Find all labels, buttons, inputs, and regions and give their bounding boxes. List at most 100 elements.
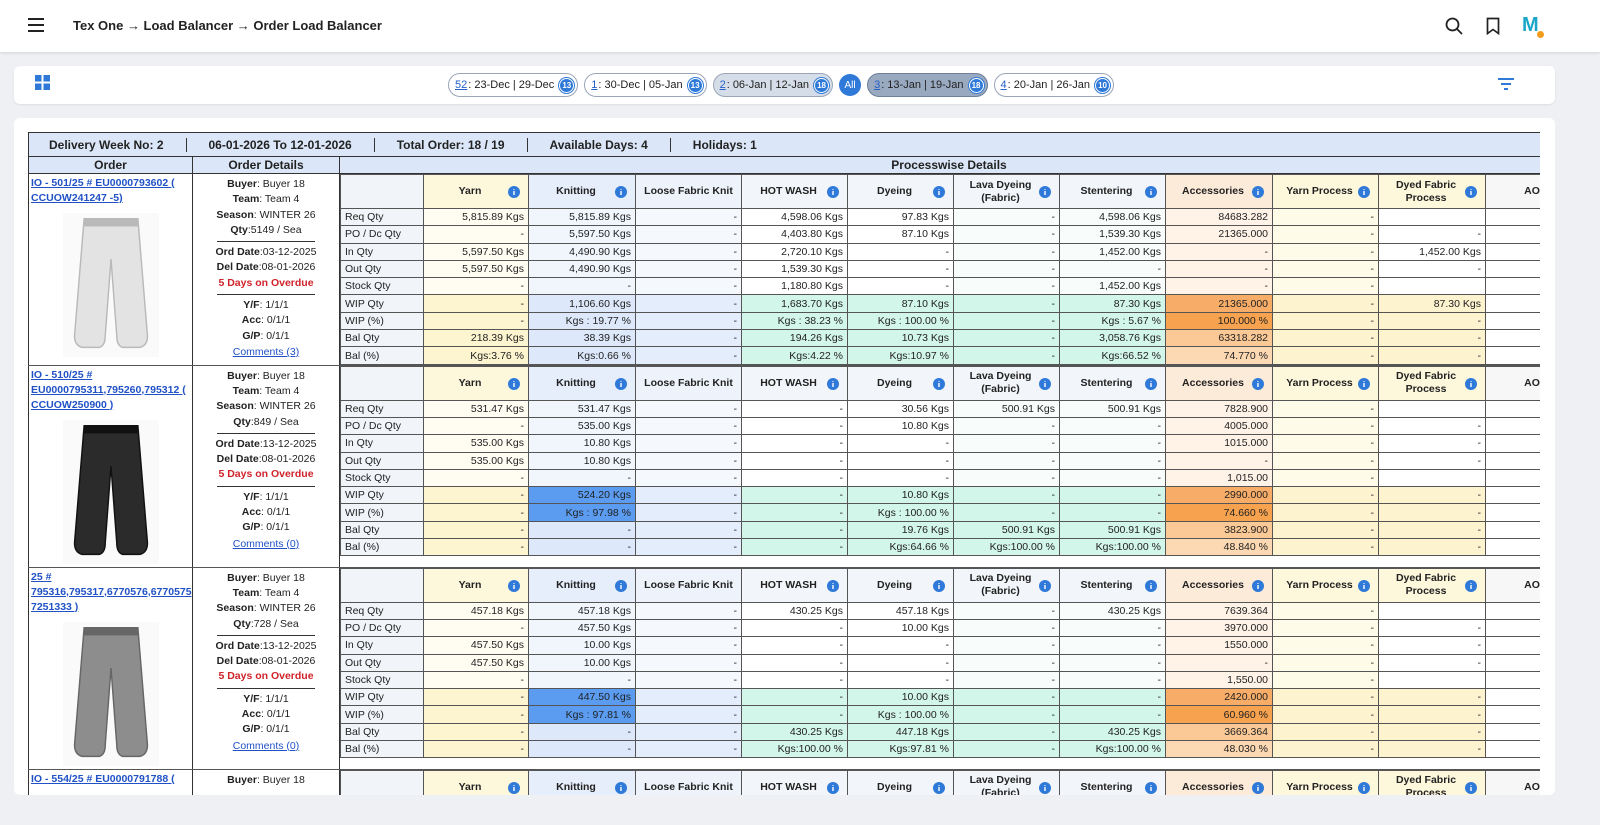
process-value: - [424,487,529,504]
detail-value: : Buyer 18 [257,572,305,584]
detail-label: Del Date [217,655,259,667]
process-row: WIP Qty-1,106.60 Kgs-1,683.70 Kgs87.10 K… [341,295,1541,312]
comments-link[interactable]: Comments (3) [233,346,300,358]
week-chip[interactable]: 2: 06-Jan | 12-Jan18 [713,73,833,97]
week-number: 3 [874,79,880,91]
content-card: Delivery Week No: 206-01-2026 To 12-01-2… [14,118,1555,795]
header-row: YarnKnittingLoose Fabric KnitHOT WASHDye… [341,175,1541,209]
row-label: WIP Qty [341,689,424,706]
info-icon [827,580,839,592]
process-value: - [1273,312,1379,329]
process-value: - [742,654,848,671]
process-value: - [1379,260,1486,277]
overdue-status: 5 Days on Overdue [193,467,339,482]
process-header: AOP [1486,366,1541,400]
process-value [1379,671,1486,688]
order-link[interactable]: IO - 554/25 # EU0000791788 ( [31,772,190,787]
info-icon [1145,186,1157,198]
header-row: YarnKnittingLoose Fabric KnitHOT WASHDye… [341,568,1541,602]
week-chip[interactable]: 1: 30-Dec | 05-Jan13 [584,73,706,97]
order-block: IO - 501/25 # EU0000793602 ( CCUOW241247… [28,174,1540,366]
process-value: - [1060,452,1166,469]
process-value [1379,469,1486,486]
process-value: - [1166,278,1273,295]
process-value: - [424,504,529,521]
all-weeks-button[interactable]: All [839,74,861,96]
process-header: Stentering [1060,568,1166,602]
row-label: Out Qty [341,452,424,469]
process-value: - [636,278,742,295]
process-value: - [848,260,954,277]
process-header: Loose Fabric Knit [636,770,742,795]
process-value: - [424,417,529,434]
order-link[interactable]: IO - 510/25 # EU0000795311,795260,795312… [31,368,190,413]
process-value [1379,278,1486,295]
process-value: 4,490.90 Kgs [529,260,636,277]
summary-item: Holidays: 1 [670,138,779,152]
detail-value: : WINTER 26 [254,209,316,221]
corner-cell [341,568,424,602]
detail-line: Season: WINTER 26 [193,601,339,616]
process-value: 19.76 Kgs [848,521,954,538]
row-label: WIP (%) [341,706,424,723]
process-value: 10.00 Kgs [529,654,636,671]
info-icon [1465,782,1477,794]
menu-button[interactable] [28,18,44,32]
comments-link[interactable]: Comments (0) [233,538,300,550]
corner-cell [341,770,424,795]
grid-view-button[interactable] [35,75,50,90]
row-label: Bal (%) [341,539,424,556]
process-value: - [636,602,742,619]
summary-item: Delivery Week No: 2 [29,138,186,152]
process-cell: YarnKnittingLoose Fabric KnitHOT WASHDye… [339,174,1540,365]
row-label: Stock Qty [341,671,424,688]
process-value: - [529,671,636,688]
process-value [1486,504,1541,521]
process-header: AOP [1486,770,1541,795]
process-value [1486,706,1541,723]
process-value: - [636,539,742,556]
process-value: - [529,723,636,740]
process-row: Out Qty535.00 Kgs10.80 Kgs-------- [341,452,1541,469]
detail-label: G/P [242,521,260,533]
week-chip[interactable]: 4: 20-Jan | 26-Jan10 [994,73,1114,97]
process-row: Bal (%)----Kgs:64.66 %Kgs:100.00 %Kgs:10… [341,539,1541,556]
separator [217,688,315,689]
process-value: 1,683.70 Kgs [742,295,848,312]
process-value: - [424,619,529,636]
process-row: Req Qty457.18 Kgs457.18 Kgs-430.25 Kgs45… [341,602,1541,619]
info-icon [933,782,945,794]
process-value: 1,452.00 Kgs [1379,243,1486,260]
process-value: - [954,226,1060,243]
row-label: WIP (%) [341,504,424,521]
order-link[interactable]: IO - 501/25 # EU0000793602 ( CCUOW241247… [31,176,190,206]
order-block: IO - 510/25 # EU0000795311,795260,795312… [28,366,1540,568]
process-value: 87.30 Kgs [1379,295,1486,312]
process-value [1486,209,1541,226]
detail-line: Del Date:08-01-2026 [193,260,339,275]
order-cell: 25 # 795316,795317,6770576,6770575 72513… [28,568,192,769]
process-header: Yarn Process [1273,366,1379,400]
process-value: - [848,671,954,688]
process-cell: YarnKnittingLoose Fabric KnitHOT WASHDye… [339,568,1540,769]
process-value [1486,330,1541,347]
comments-link[interactable]: Comments (0) [233,740,300,752]
process-value: - [1060,260,1166,277]
process-value: - [742,539,848,556]
bookmark-button[interactable] [1486,17,1500,35]
process-value: 1,180.80 Kgs [742,278,848,295]
process-value: 60.960 % [1166,706,1273,723]
order-link[interactable]: 25 # 795316,795317,6770576,6770575 72513… [31,570,190,615]
search-button[interactable] [1445,17,1463,35]
process-value: 38.39 Kgs [529,330,636,347]
filter-button[interactable] [1498,78,1514,90]
week-chip[interactable]: 3: 13-Jan | 19-Jan18 [867,73,987,97]
week-chip[interactable]: 52: 23-Dec | 29-Dec13 [448,73,578,97]
process-value: - [954,619,1060,636]
detail-label: Ord Date [216,246,260,258]
info-icon [827,186,839,198]
process-value: 4,403.80 Kgs [742,226,848,243]
header-cell: Processwise Details [339,157,1540,173]
process-value: - [1273,417,1379,434]
process-cell: YarnKnittingLoose Fabric KnitHOT WASHDye… [339,366,1540,567]
